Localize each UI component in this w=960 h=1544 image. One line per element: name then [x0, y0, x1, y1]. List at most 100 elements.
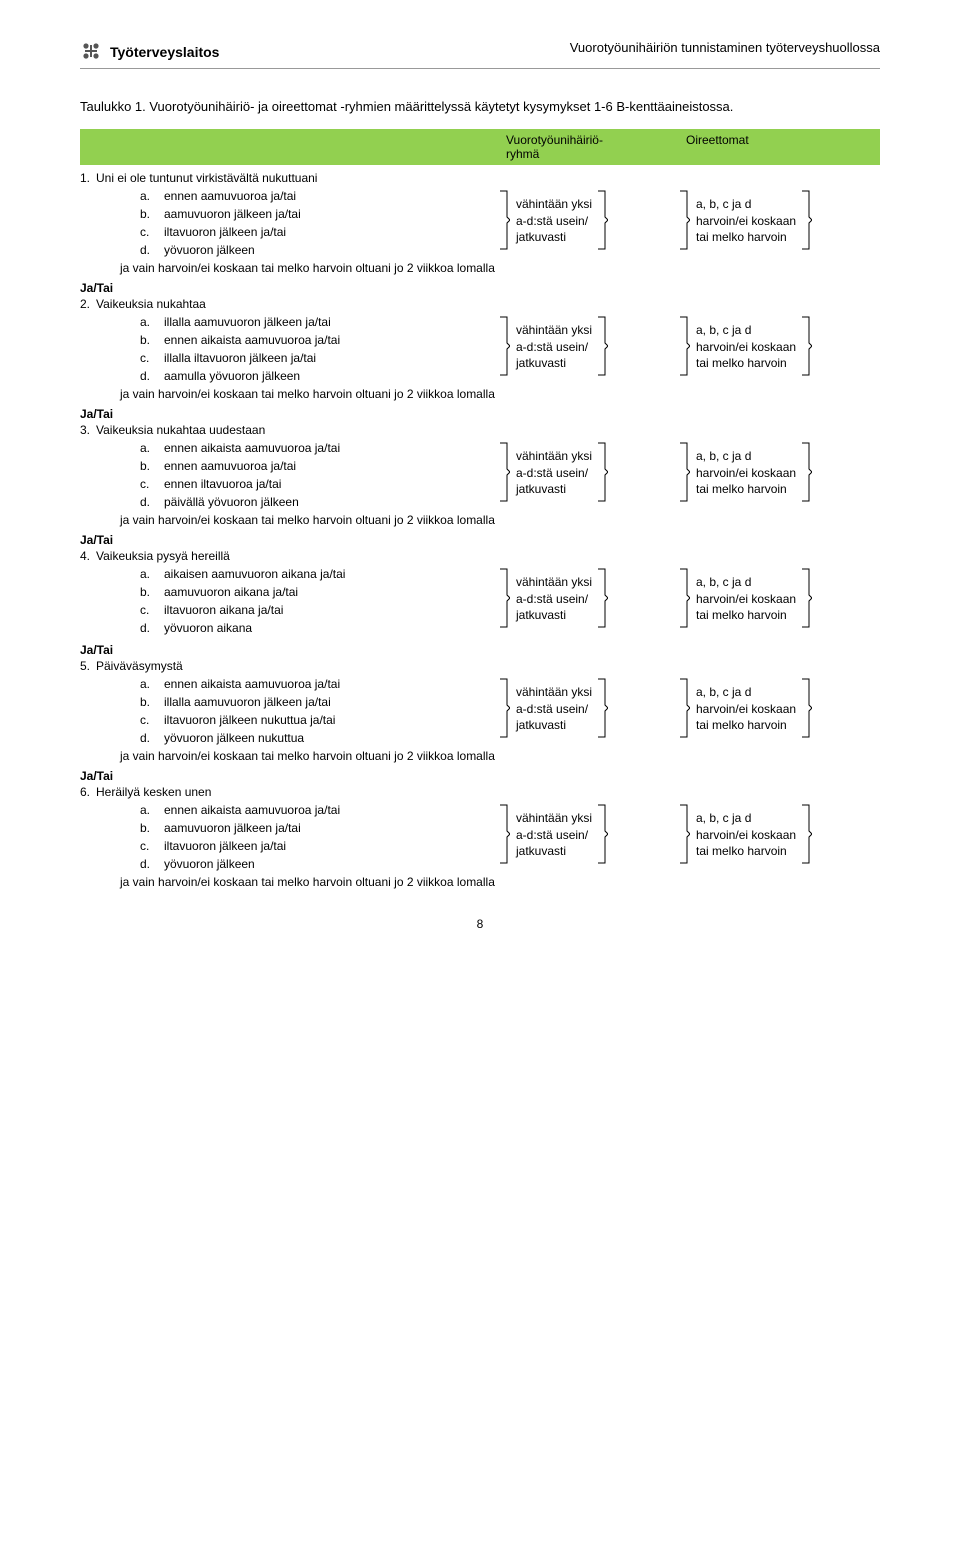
bracket-icon [802, 659, 812, 742]
criteria-line: harvoin/ei koskaan [696, 827, 796, 844]
criteria-group-column: vähintään yksi a-d:stä usein/ jatkuvasti [500, 297, 680, 380]
bracket-icon [500, 659, 510, 742]
question-title: 4.Vaikeuksia pysyä hereillä [80, 549, 490, 563]
question-sub-item: b.aamuvuoron jälkeen ja/tai [80, 819, 490, 837]
criteria-line: a, b, c ja d [696, 574, 796, 591]
bracket-icon [500, 297, 510, 380]
question-sub-item: c.iltavuoron jälkeen nukuttua ja/tai [80, 711, 490, 729]
bracket-icon [680, 423, 690, 506]
criteria-line: a, b, c ja d [696, 684, 796, 701]
bracket-icon [802, 785, 812, 868]
criteria-line: a, b, c ja d [696, 322, 796, 339]
question-sub-item: b.aamuvuoron aikana ja/tai [80, 583, 490, 601]
criteria-line: a, b, c ja d [696, 196, 796, 213]
criteria-group-column: vähintään yksi a-d:stä usein/ jatkuvasti [500, 549, 680, 632]
bracket-icon [802, 297, 812, 380]
bracket-icon [500, 171, 510, 254]
and-or-separator: Ja/Tai [80, 407, 880, 421]
criteria-line: a-d:stä usein/ [516, 465, 592, 482]
question-sub-item: c.ennen iltavuoroa ja/tai [80, 475, 490, 493]
criteria-group-column: vähintään yksi a-d:stä usein/ jatkuvasti [500, 659, 680, 742]
criteria-line: a-d:stä usein/ [516, 213, 592, 230]
criteria-line: a-d:stä usein/ [516, 701, 592, 718]
question-title: 1.Uni ei ole tuntunut virkistävältä nuku… [80, 171, 490, 185]
bracket-icon [598, 297, 608, 380]
question-sub-item: c.iltavuoron jälkeen ja/tai [80, 837, 490, 855]
question-sub-item: b.illalla aamuvuoron jälkeen ja/tai [80, 693, 490, 711]
bracket-icon [680, 549, 690, 632]
criteria-line: tai melko harvoin [696, 355, 796, 372]
criteria-group-column: vähintään yksi a-d:stä usein/ jatkuvasti [500, 785, 680, 868]
criteria-line: a-d:stä usein/ [516, 339, 592, 356]
question-sub-item: d.yövuoron aikana [80, 619, 490, 637]
question-sub-item: a.ennen aikaista aamuvuoroa ja/tai [80, 801, 490, 819]
criteria-line: harvoin/ei koskaan [696, 339, 796, 356]
question-title: 2.Vaikeuksia nukahtaa [80, 297, 490, 311]
question-note: ja vain harvoin/ei koskaan tai melko har… [80, 387, 880, 401]
question-sub-item: c.iltavuoron aikana ja/tai [80, 601, 490, 619]
question-sub-item: b.aamuvuoron jälkeen ja/tai [80, 205, 490, 223]
question-title: 3.Vaikeuksia nukahtaa uudestaan [80, 423, 490, 437]
bracket-icon [500, 423, 510, 506]
bracket-icon [680, 297, 690, 380]
question-sub-item: d.yövuoron jälkeen [80, 241, 490, 259]
bracket-icon [500, 785, 510, 868]
criteria-line: tai melko harvoin [696, 229, 796, 246]
question-sub-item: b.ennen aikaista aamuvuoroa ja/tai [80, 331, 490, 349]
doc-title: Vuorotyöunihäiriön tunnistaminen työterv… [570, 40, 880, 55]
question-block: 3.Vaikeuksia nukahtaa uudestaana.ennen a… [80, 423, 880, 527]
page-number: 8 [80, 917, 880, 931]
question-sub-item: a.illalla aamuvuoron jälkeen ja/tai [80, 313, 490, 331]
question-block: 1.Uni ei ole tuntunut virkistävältä nuku… [80, 171, 880, 275]
criteria-line: a, b, c ja d [696, 448, 796, 465]
criteria-line: tai melko harvoin [696, 481, 796, 498]
question-sub-item: a.ennen aikaista aamuvuoroa ja/tai [80, 675, 490, 693]
criteria-line: vähintään yksi [516, 448, 592, 465]
col-header-symptomfree: Oireettomat [686, 133, 874, 161]
criteria-symptomfree-column: a, b, c ja d harvoin/ei koskaan tai melk… [680, 423, 880, 506]
bracket-icon [802, 423, 812, 506]
criteria-line: tai melko harvoin [696, 843, 796, 860]
bracket-icon [802, 549, 812, 632]
criteria-symptomfree-column: a, b, c ja d harvoin/ei koskaan tai melk… [680, 297, 880, 380]
bracket-icon [680, 785, 690, 868]
logo-icon [80, 40, 104, 64]
col-header-group: Vuorotyöunihäiriö- ryhmä [506, 133, 686, 161]
question-sub-item: d.aamulla yövuoron jälkeen [80, 367, 490, 385]
criteria-symptomfree-column: a, b, c ja d harvoin/ei koskaan tai melk… [680, 549, 880, 632]
question-block: 4.Vaikeuksia pysyä hereilläa.aikaisen aa… [80, 549, 880, 637]
criteria-symptomfree-column: a, b, c ja d harvoin/ei koskaan tai melk… [680, 171, 880, 254]
criteria-symptomfree-column: a, b, c ja d harvoin/ei koskaan tai melk… [680, 659, 880, 742]
criteria-line: jatkuvasti [516, 717, 592, 734]
question-sub-item: a.ennen aamuvuoroa ja/tai [80, 187, 490, 205]
question-title: 6.Heräilyä kesken unen [80, 785, 490, 799]
bracket-icon [680, 171, 690, 254]
criteria-line: tai melko harvoin [696, 607, 796, 624]
question-note: ja vain harvoin/ei koskaan tai melko har… [80, 261, 880, 275]
question-sub-item: c.iltavuoron jälkeen ja/tai [80, 223, 490, 241]
question-sub-item: c.illalla iltavuoron jälkeen ja/tai [80, 349, 490, 367]
criteria-line: jatkuvasti [516, 607, 592, 624]
table-caption: Taulukko 1. Vuorotyöunihäiriö- ja oireet… [80, 97, 880, 117]
criteria-line: vähintään yksi [516, 574, 592, 591]
criteria-line: harvoin/ei koskaan [696, 701, 796, 718]
criteria-line: harvoin/ei koskaan [696, 591, 796, 608]
logo-text: Työterveyslaitos [110, 44, 219, 60]
question-sub-item: d.yövuoron jälkeen nukuttua [80, 729, 490, 747]
criteria-group-column: vähintään yksi a-d:stä usein/ jatkuvasti [500, 171, 680, 254]
question-note: ja vain harvoin/ei koskaan tai melko har… [80, 513, 880, 527]
criteria-group-column: vähintään yksi a-d:stä usein/ jatkuvasti [500, 423, 680, 506]
table-header-row: Vuorotyöunihäiriö- ryhmä Oireettomat [80, 129, 880, 165]
bracket-icon [598, 171, 608, 254]
criteria-line: vähintään yksi [516, 322, 592, 339]
bracket-icon [598, 549, 608, 632]
criteria-line: jatkuvasti [516, 843, 592, 860]
col-header-line: Vuorotyöunihäiriö- [506, 133, 686, 147]
bracket-icon [598, 785, 608, 868]
question-sub-item: b.ennen aamuvuoroa ja/tai [80, 457, 490, 475]
bracket-icon [680, 659, 690, 742]
question-block: 2.Vaikeuksia nukahtaa a.illalla aamuvuoro… [80, 297, 880, 401]
bracket-icon [802, 171, 812, 254]
question-sub-item: d.päivällä yövuoron jälkeen [80, 493, 490, 511]
and-or-separator: Ja/Tai [80, 533, 880, 547]
